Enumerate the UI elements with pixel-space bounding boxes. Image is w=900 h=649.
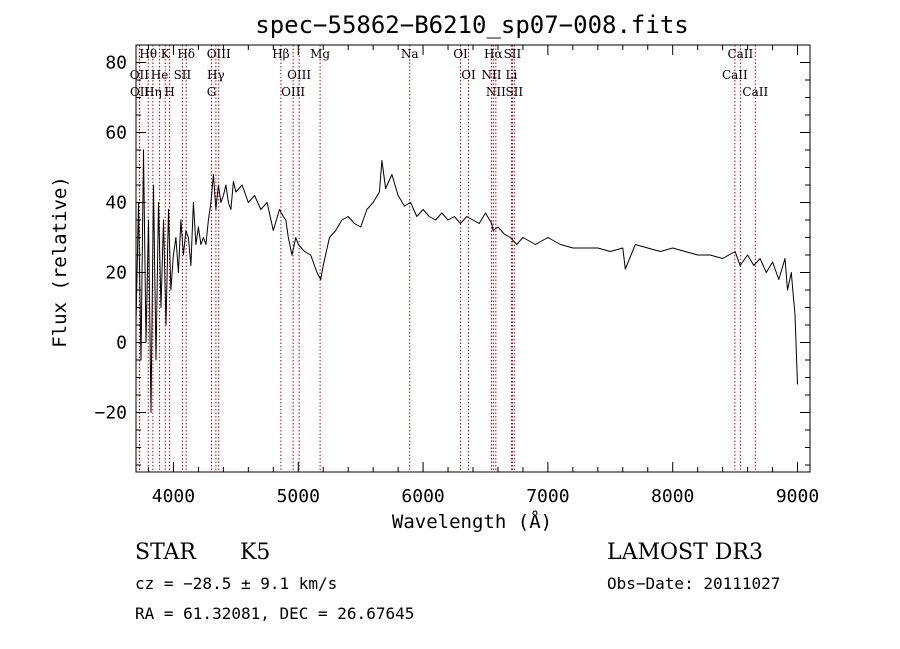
line-marker-label: Hγ [207,68,225,82]
line-marker-label: K [161,47,171,61]
x-tick-label: 9000 [776,486,819,507]
line-marker-label: H [164,85,174,99]
line-labels: Hθ OII OII K Hη He H Hδ SII OIII Hγ G Hβ OIII OIII Mg Na… [130,47,769,99]
line-marker-label: NII [481,68,501,82]
line-marker-label: CaII [727,47,753,61]
object-class: STAR [135,540,196,565]
object-subclass: K5 [240,540,271,565]
y-axis-label: Flux (relative) [49,176,71,348]
x-tick-label: 8000 [651,486,694,507]
line-marker-label: OIII [281,85,305,99]
line-marker-label: Mg [310,47,330,61]
obs-date: Obs−Date: 20111027 [607,574,781,593]
line-marker-label: SII [505,85,523,99]
x-tick-label: 7000 [526,486,569,507]
line-marker-label: Hη [144,85,162,99]
line-marker-label: OI [461,68,476,82]
line-marker-label: Hβ [272,47,289,61]
line-markers [138,45,756,472]
plot-frame [135,44,811,473]
y-tick-label: 40 [105,193,127,214]
x-tick-label: 4000 [152,486,195,507]
redshift-cz: cz = −28.5 ± 9.1 km/s [135,574,338,593]
x-axis: 4000 5000 6000 7000 8000 9000 [147,45,819,507]
coordinates: RA = 61.32081, DEC = 26.67645 [135,604,415,623]
line-marker-label: SII [504,47,522,61]
x-axis-label: Wavelength (Å) [392,510,552,533]
line-marker-label: OII [130,68,150,82]
line-marker-label: NII [486,85,506,99]
line-marker-label: Hδ [177,47,195,61]
line-marker-label: G [207,85,217,99]
spectrum-line [135,149,798,413]
line-marker-label: OI [453,47,468,61]
survey-name: LAMOST DR3 [607,540,763,565]
line-marker-label: Hα [484,47,503,61]
line-marker-label: Hθ [139,47,157,61]
line-marker-label: CaII [722,68,748,82]
line-marker-label: Na [401,47,419,61]
line-marker-label: OII [130,85,150,99]
y-tick-label: −20 [94,403,127,424]
y-axis: −20 0 20 40 60 80 [94,44,810,466]
line-marker-label: OIII [287,68,311,82]
line-marker-label: CaII [742,85,768,99]
y-tick-label: 60 [105,123,127,144]
x-tick-label: 6000 [401,486,444,507]
x-tick-label: 5000 [277,486,320,507]
line-marker-label: SII [174,68,192,82]
line-marker-label: He [151,68,169,82]
chart-title: spec−55862−B6210_sp07−008.fits [255,11,688,39]
line-marker-label: Li [506,68,518,82]
line-marker-label: OIII [207,47,231,61]
y-tick-label: 0 [116,333,127,354]
y-tick-label: 20 [105,263,127,284]
y-tick-label: 80 [105,53,127,74]
series-group [135,149,798,413]
